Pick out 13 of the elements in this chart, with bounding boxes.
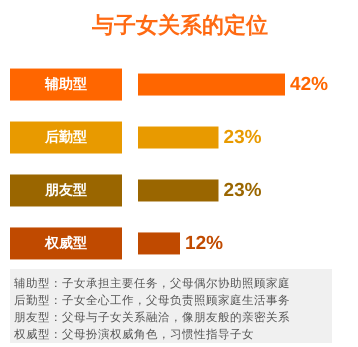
data-label: 23% xyxy=(224,180,262,201)
y-tick-label: 朋友型 xyxy=(44,182,87,198)
text: 辅助型：子女承担主要任务，父母偶尔协助照顾家庭 xyxy=(14,276,290,290)
chart-title: 与子女关系的定位 xyxy=(91,12,268,38)
text: 朋友型：父母与子女关系融洽，像朋友般的亲密关系 xyxy=(14,310,290,324)
data-label: 12% xyxy=(185,232,224,254)
y-tick-label: 辅助型 xyxy=(44,76,87,93)
data-label: 23% xyxy=(224,127,262,148)
text: 权威型：父母扮演权威角色，习惯性指导子女 xyxy=(13,327,254,341)
y-tick-label: 权威型 xyxy=(44,235,87,252)
text: 后勤型：子女全心工作，父母负责照顾家庭生活事务 xyxy=(14,293,290,307)
y-tick-label: 后勤型 xyxy=(44,128,87,146)
data-label: 42% xyxy=(290,74,328,96)
